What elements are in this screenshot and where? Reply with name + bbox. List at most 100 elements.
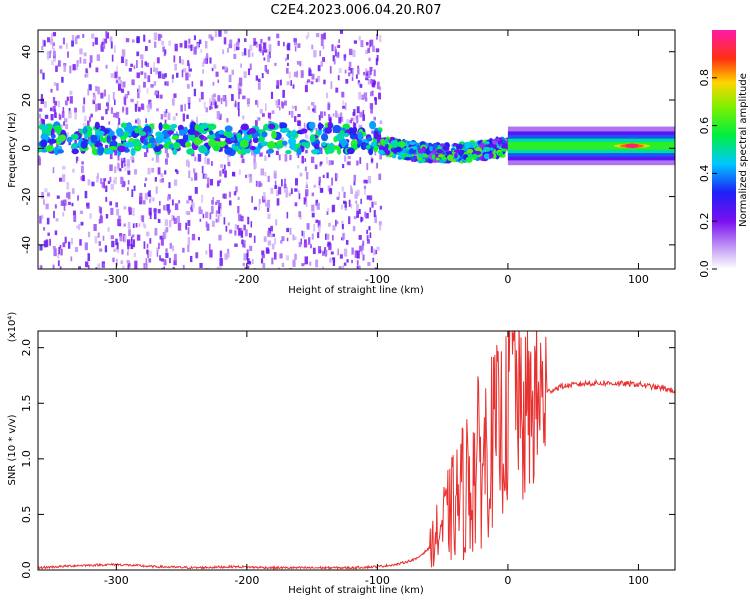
heatmap-cell	[117, 145, 126, 153]
heatmap-cell	[187, 220, 191, 226]
heatmap-cell	[329, 188, 333, 195]
heatmap-cell	[369, 207, 372, 213]
heatmap-cell	[191, 201, 195, 206]
heatmap-cell	[107, 180, 111, 184]
heatmap-cell	[374, 150, 377, 156]
heatmap-cell	[155, 155, 160, 163]
heatmap-cell	[66, 181, 70, 190]
heatmap-cell	[224, 66, 228, 71]
heatmap-cell	[236, 224, 240, 230]
heatmap-cell	[367, 262, 371, 266]
heatmap-cell	[134, 103, 137, 112]
heatmap-cell	[359, 124, 363, 129]
heatmap-cell	[46, 192, 51, 197]
heatmap-cell	[113, 112, 117, 118]
heatmap-cell	[329, 66, 332, 74]
heatmap-cell	[157, 218, 161, 223]
heatmap-cell	[116, 128, 124, 138]
heatmap-cell	[278, 267, 280, 269]
heatmap-cell	[240, 230, 244, 238]
heatmap-cell	[62, 107, 65, 113]
heatmap-cell	[275, 150, 279, 155]
heatmap-cell	[135, 223, 138, 228]
heatmap-cell	[120, 260, 124, 265]
heatmap-cell	[376, 54, 379, 62]
heatmap-cell	[299, 215, 302, 220]
heatmap-cell	[339, 139, 348, 146]
heatmap-cell	[404, 157, 412, 161]
heatmap-cell	[210, 36, 214, 41]
heatmap-cell	[360, 198, 362, 204]
heatmap-cell	[320, 161, 323, 165]
heatmap-cell	[298, 189, 300, 194]
heatmap-cell	[352, 112, 355, 117]
heatmap-cell	[114, 71, 118, 79]
heatmap-cell	[99, 216, 103, 224]
heatmap-cell	[281, 236, 285, 242]
heatmap-cell	[238, 91, 240, 100]
heatmap-cell	[374, 97, 377, 105]
heatmap-cell	[346, 147, 355, 155]
heatmap-cell	[70, 256, 73, 262]
heatmap-cell	[313, 223, 316, 232]
heatmap-cell	[197, 154, 202, 162]
heatmap-cell	[47, 37, 51, 43]
heatmap-cell	[67, 51, 69, 58]
heatmap-cell	[43, 100, 47, 108]
heatmap-cell	[360, 40, 364, 48]
heatmap-cell	[321, 266, 324, 269]
heatmap-cell	[200, 91, 204, 100]
heatmap-cell	[109, 176, 112, 183]
snr-x-tick-label: 0	[504, 574, 511, 587]
heatmap-cell	[360, 217, 364, 222]
heatmap-cell	[145, 258, 148, 266]
heatmap-cell	[207, 177, 210, 185]
heatmap-cell	[65, 100, 68, 106]
heatmap-cell	[99, 248, 103, 252]
heatmap-cell	[356, 260, 359, 265]
heatmap-cell	[258, 117, 261, 121]
heatmap-cell	[222, 193, 226, 199]
heatmap-cell	[273, 252, 277, 260]
heatmap-cell	[311, 101, 315, 106]
heatmap-cell	[157, 167, 161, 175]
heatmap-cell	[378, 173, 382, 180]
heatmap-cell	[365, 68, 368, 73]
heatmap-cell	[60, 200, 65, 206]
heatmap-cell	[271, 257, 274, 265]
heatmap-cell	[207, 123, 217, 130]
heatmap-cell	[155, 90, 158, 95]
heatmap-cell	[263, 57, 266, 61]
heatmap-cell	[80, 140, 88, 149]
heatmap-cell	[484, 140, 490, 145]
heatmap-cell	[89, 116, 91, 122]
heatmap-cell	[276, 33, 280, 39]
heatmap-cell	[110, 41, 113, 49]
heatmap-cell	[305, 81, 309, 86]
heatmap-cell	[255, 180, 258, 187]
heatmap-cell	[110, 235, 114, 240]
snr-xlabel: Height of straight line (km)	[288, 585, 424, 596]
heatmap-cell	[351, 259, 353, 264]
heatmap-cell	[228, 191, 232, 198]
heatmap-cell	[123, 206, 127, 210]
heatmap-cell	[187, 60, 190, 66]
heatmap-cell	[311, 233, 314, 240]
heatmap-cell	[328, 160, 332, 166]
heatmap-cell	[269, 233, 273, 238]
heatmap-cell	[164, 81, 167, 86]
heatmap-cell	[241, 158, 245, 164]
heatmap-cell	[123, 157, 126, 163]
heatmap-cell	[241, 51, 244, 57]
heatmap-cell	[63, 203, 66, 211]
heatmap-cell	[133, 65, 136, 69]
heatmap-cell	[315, 259, 319, 268]
heatmap-cell	[188, 44, 192, 49]
heatmap-cell	[112, 92, 115, 100]
heatmap-cell	[355, 200, 358, 204]
heatmap-cell	[79, 48, 83, 55]
heatmap-cell	[433, 144, 438, 149]
heatmap-cell	[332, 225, 336, 231]
heatmap-cell	[281, 137, 284, 143]
heatmap-cell	[101, 41, 104, 46]
